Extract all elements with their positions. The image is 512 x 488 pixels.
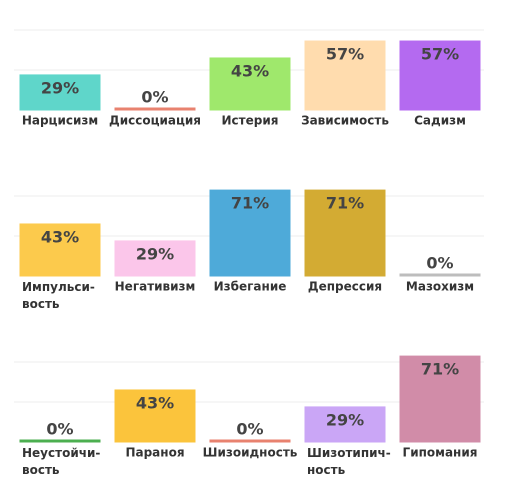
value-label: 71% [231,194,269,213]
value-label: 0% [236,420,263,439]
value-label: 57% [421,45,459,64]
bar [19,74,101,111]
bar [304,40,386,111]
value-label: 43% [231,61,269,80]
bar [399,273,481,277]
bar [19,439,101,443]
category-label: Шизоидность [203,446,298,460]
bar [209,189,291,277]
category-label: Мазохизм [406,280,474,294]
bar [209,57,291,111]
category-label: Негативизм [115,280,196,294]
value-label: 0% [141,88,168,107]
category-label: Избегание [214,280,287,294]
bar [399,355,481,443]
category-label: Садизм [414,114,466,128]
value-label: 43% [41,227,79,246]
bar [114,389,196,443]
category-label: Гипомания [403,446,478,460]
bar [304,406,386,443]
category-label: Импульси-вость [22,280,95,311]
value-label: 29% [41,78,79,97]
category-label: Неустойчи-вость [22,446,100,477]
bar [399,40,481,111]
value-label: 43% [136,393,174,412]
bar [304,189,386,277]
category-label: Параноя [125,446,184,460]
category-label: Диссоциация [109,114,201,128]
value-label: 29% [326,410,364,429]
category-label: Истерия [222,114,279,128]
bar [19,223,101,277]
value-label: 57% [326,45,364,64]
value-label: 0% [426,254,453,273]
value-label: 71% [421,360,459,379]
category-label: Нарцисизм [22,114,98,128]
value-label: 71% [326,194,364,213]
value-label: 29% [136,244,174,263]
category-label: Зависимость [301,114,389,128]
value-label: 0% [46,420,73,439]
bar [209,439,291,443]
bar [114,240,196,277]
category-label: Депрессия [308,280,382,294]
bar [114,107,196,111]
category-label: Шизотипич-ность [307,446,391,477]
